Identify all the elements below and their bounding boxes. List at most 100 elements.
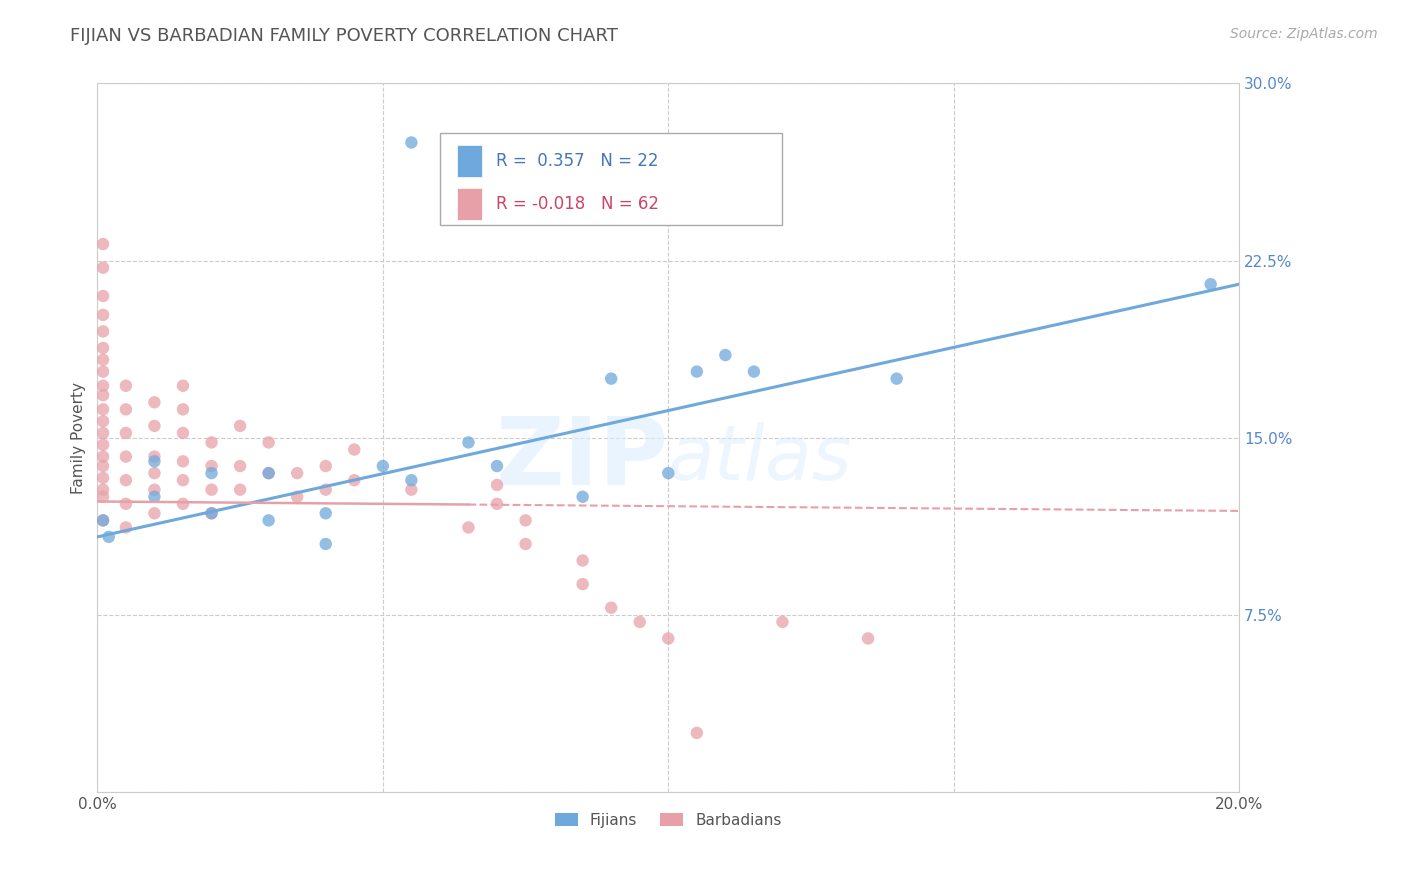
Point	[91, 341, 114, 355]
Text: FIJIAN VS BARBADIAN FAMILY POVERTY CORRELATION CHART: FIJIAN VS BARBADIAN FAMILY POVERTY CORRE…	[70, 27, 619, 45]
Point	[315, 458, 337, 473]
Point	[315, 506, 337, 520]
Point	[200, 435, 222, 450]
Point	[200, 466, 222, 480]
Text: ZIP: ZIP	[495, 413, 668, 505]
Point	[686, 365, 709, 379]
Point	[115, 450, 138, 464]
Point	[143, 466, 166, 480]
Point	[91, 414, 114, 428]
Point	[229, 483, 252, 497]
Point	[772, 615, 794, 629]
Point	[91, 308, 114, 322]
Point	[401, 483, 423, 497]
Point	[115, 473, 138, 487]
Point	[91, 365, 114, 379]
Point	[172, 497, 194, 511]
Point	[714, 348, 737, 362]
Y-axis label: Family Poverty: Family Poverty	[72, 382, 86, 493]
Point	[457, 520, 479, 534]
Point	[172, 425, 194, 440]
Point	[200, 506, 222, 520]
Point	[285, 466, 308, 480]
Point	[200, 458, 222, 473]
Text: R =  0.357   N = 22: R = 0.357 N = 22	[496, 153, 658, 170]
Point	[515, 513, 537, 527]
Point	[143, 395, 166, 409]
Point	[91, 352, 114, 367]
Point	[91, 450, 114, 464]
Point	[97, 530, 120, 544]
Point	[229, 418, 252, 433]
Point	[143, 506, 166, 520]
Point	[686, 726, 709, 740]
Point	[200, 483, 222, 497]
Point	[485, 478, 508, 492]
Point	[571, 490, 593, 504]
Point	[285, 490, 308, 504]
Point	[115, 402, 138, 417]
Point	[571, 577, 593, 591]
Point	[91, 260, 114, 275]
Point	[257, 466, 280, 480]
Point	[343, 473, 366, 487]
Point	[200, 506, 222, 520]
Point	[401, 473, 423, 487]
Point	[115, 520, 138, 534]
Point	[571, 553, 593, 567]
Point	[91, 483, 114, 497]
Point	[742, 365, 765, 379]
Point	[91, 325, 114, 339]
Point	[485, 458, 508, 473]
Point	[657, 466, 679, 480]
FancyBboxPatch shape	[440, 133, 783, 225]
Point	[115, 378, 138, 392]
Point	[172, 454, 194, 468]
Point	[343, 442, 366, 457]
Point	[115, 497, 138, 511]
Point	[91, 458, 114, 473]
Point	[600, 600, 623, 615]
Bar	[457, 145, 482, 178]
Point	[143, 454, 166, 468]
Point	[515, 537, 537, 551]
Point	[657, 632, 679, 646]
Point	[401, 136, 423, 150]
Point	[91, 438, 114, 452]
Point	[91, 237, 114, 252]
Point	[315, 483, 337, 497]
Point	[91, 378, 114, 392]
Point	[91, 388, 114, 402]
Point	[143, 450, 166, 464]
Point	[115, 425, 138, 440]
Point	[600, 372, 623, 386]
Bar	[457, 188, 482, 219]
Point	[315, 537, 337, 551]
Point	[1199, 277, 1222, 292]
Point	[91, 289, 114, 303]
Point	[91, 513, 114, 527]
Text: atlas: atlas	[668, 422, 853, 496]
Text: Source: ZipAtlas.com: Source: ZipAtlas.com	[1230, 27, 1378, 41]
Point	[143, 483, 166, 497]
Point	[229, 458, 252, 473]
Text: R = -0.018   N = 62: R = -0.018 N = 62	[496, 194, 659, 213]
Point	[91, 471, 114, 485]
Point	[371, 458, 394, 473]
Point	[91, 402, 114, 417]
Point	[91, 513, 114, 527]
Point	[143, 490, 166, 504]
Point	[457, 435, 479, 450]
Point	[172, 378, 194, 392]
Point	[628, 615, 651, 629]
Legend: Fijians, Barbadians: Fijians, Barbadians	[548, 806, 787, 834]
Point	[172, 473, 194, 487]
Point	[257, 435, 280, 450]
Point	[257, 466, 280, 480]
Point	[91, 425, 114, 440]
Point	[91, 490, 114, 504]
Point	[856, 632, 879, 646]
Point	[143, 418, 166, 433]
Point	[886, 372, 908, 386]
Point	[257, 513, 280, 527]
